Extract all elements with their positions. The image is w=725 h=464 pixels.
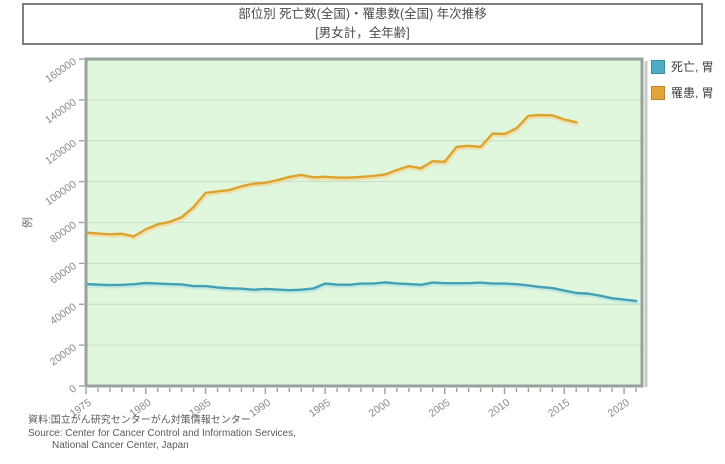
svg-text:1995: 1995 <box>307 397 333 420</box>
svg-text:20000: 20000 <box>48 342 79 369</box>
chart-title-line2: [男女計，全年齢] <box>315 26 410 40</box>
svg-text:例: 例 <box>20 217 34 228</box>
svg-text:120000: 120000 <box>43 137 79 167</box>
svg-text:2015: 2015 <box>546 397 572 420</box>
legend-label-incidence: 罹患, 胃 <box>671 86 714 100</box>
svg-text:40000: 40000 <box>48 301 79 328</box>
svg-text:100000: 100000 <box>43 178 79 208</box>
svg-text:2020: 2020 <box>606 397 632 420</box>
chart-title-line1: 部位別 死亡数(全国)・罹患数(全国) 年次推移 <box>238 7 487 21</box>
source-line-en2: National Cancer Center, Japan <box>52 440 189 451</box>
legend-label-deaths: 死亡, 胃 <box>671 60 714 74</box>
legend-item-deaths: 死亡, 胃 <box>651 58 714 75</box>
svg-text:2000: 2000 <box>367 397 393 420</box>
legend-swatch-deaths <box>651 59 665 74</box>
source-line-jp: 資料:国立がん研究センターがん対策情報センター <box>28 415 251 426</box>
svg-text:160000: 160000 <box>43 56 79 86</box>
legend-item-incidence: 罹患, 胃 <box>651 84 714 101</box>
legend-swatch-incidence <box>651 85 665 100</box>
source-note: 資料:国立がん研究センターがん対策情報センター Source: Center f… <box>28 415 296 453</box>
svg-text:2010: 2010 <box>486 397 512 420</box>
chart-title-box: 部位別 死亡数(全国)・罹患数(全国) 年次推移 [男女計，全年齢] <box>22 3 703 45</box>
svg-text:80000: 80000 <box>48 219 79 246</box>
svg-text:2005: 2005 <box>426 397 452 420</box>
svg-text:0: 0 <box>67 383 79 396</box>
svg-text:140000: 140000 <box>43 96 79 126</box>
chart-legend: 死亡, 胃 罹患, 胃 <box>651 58 714 110</box>
svg-text:60000: 60000 <box>48 260 79 287</box>
source-line-en1: Source: Center for Cancer Control and In… <box>28 427 296 439</box>
